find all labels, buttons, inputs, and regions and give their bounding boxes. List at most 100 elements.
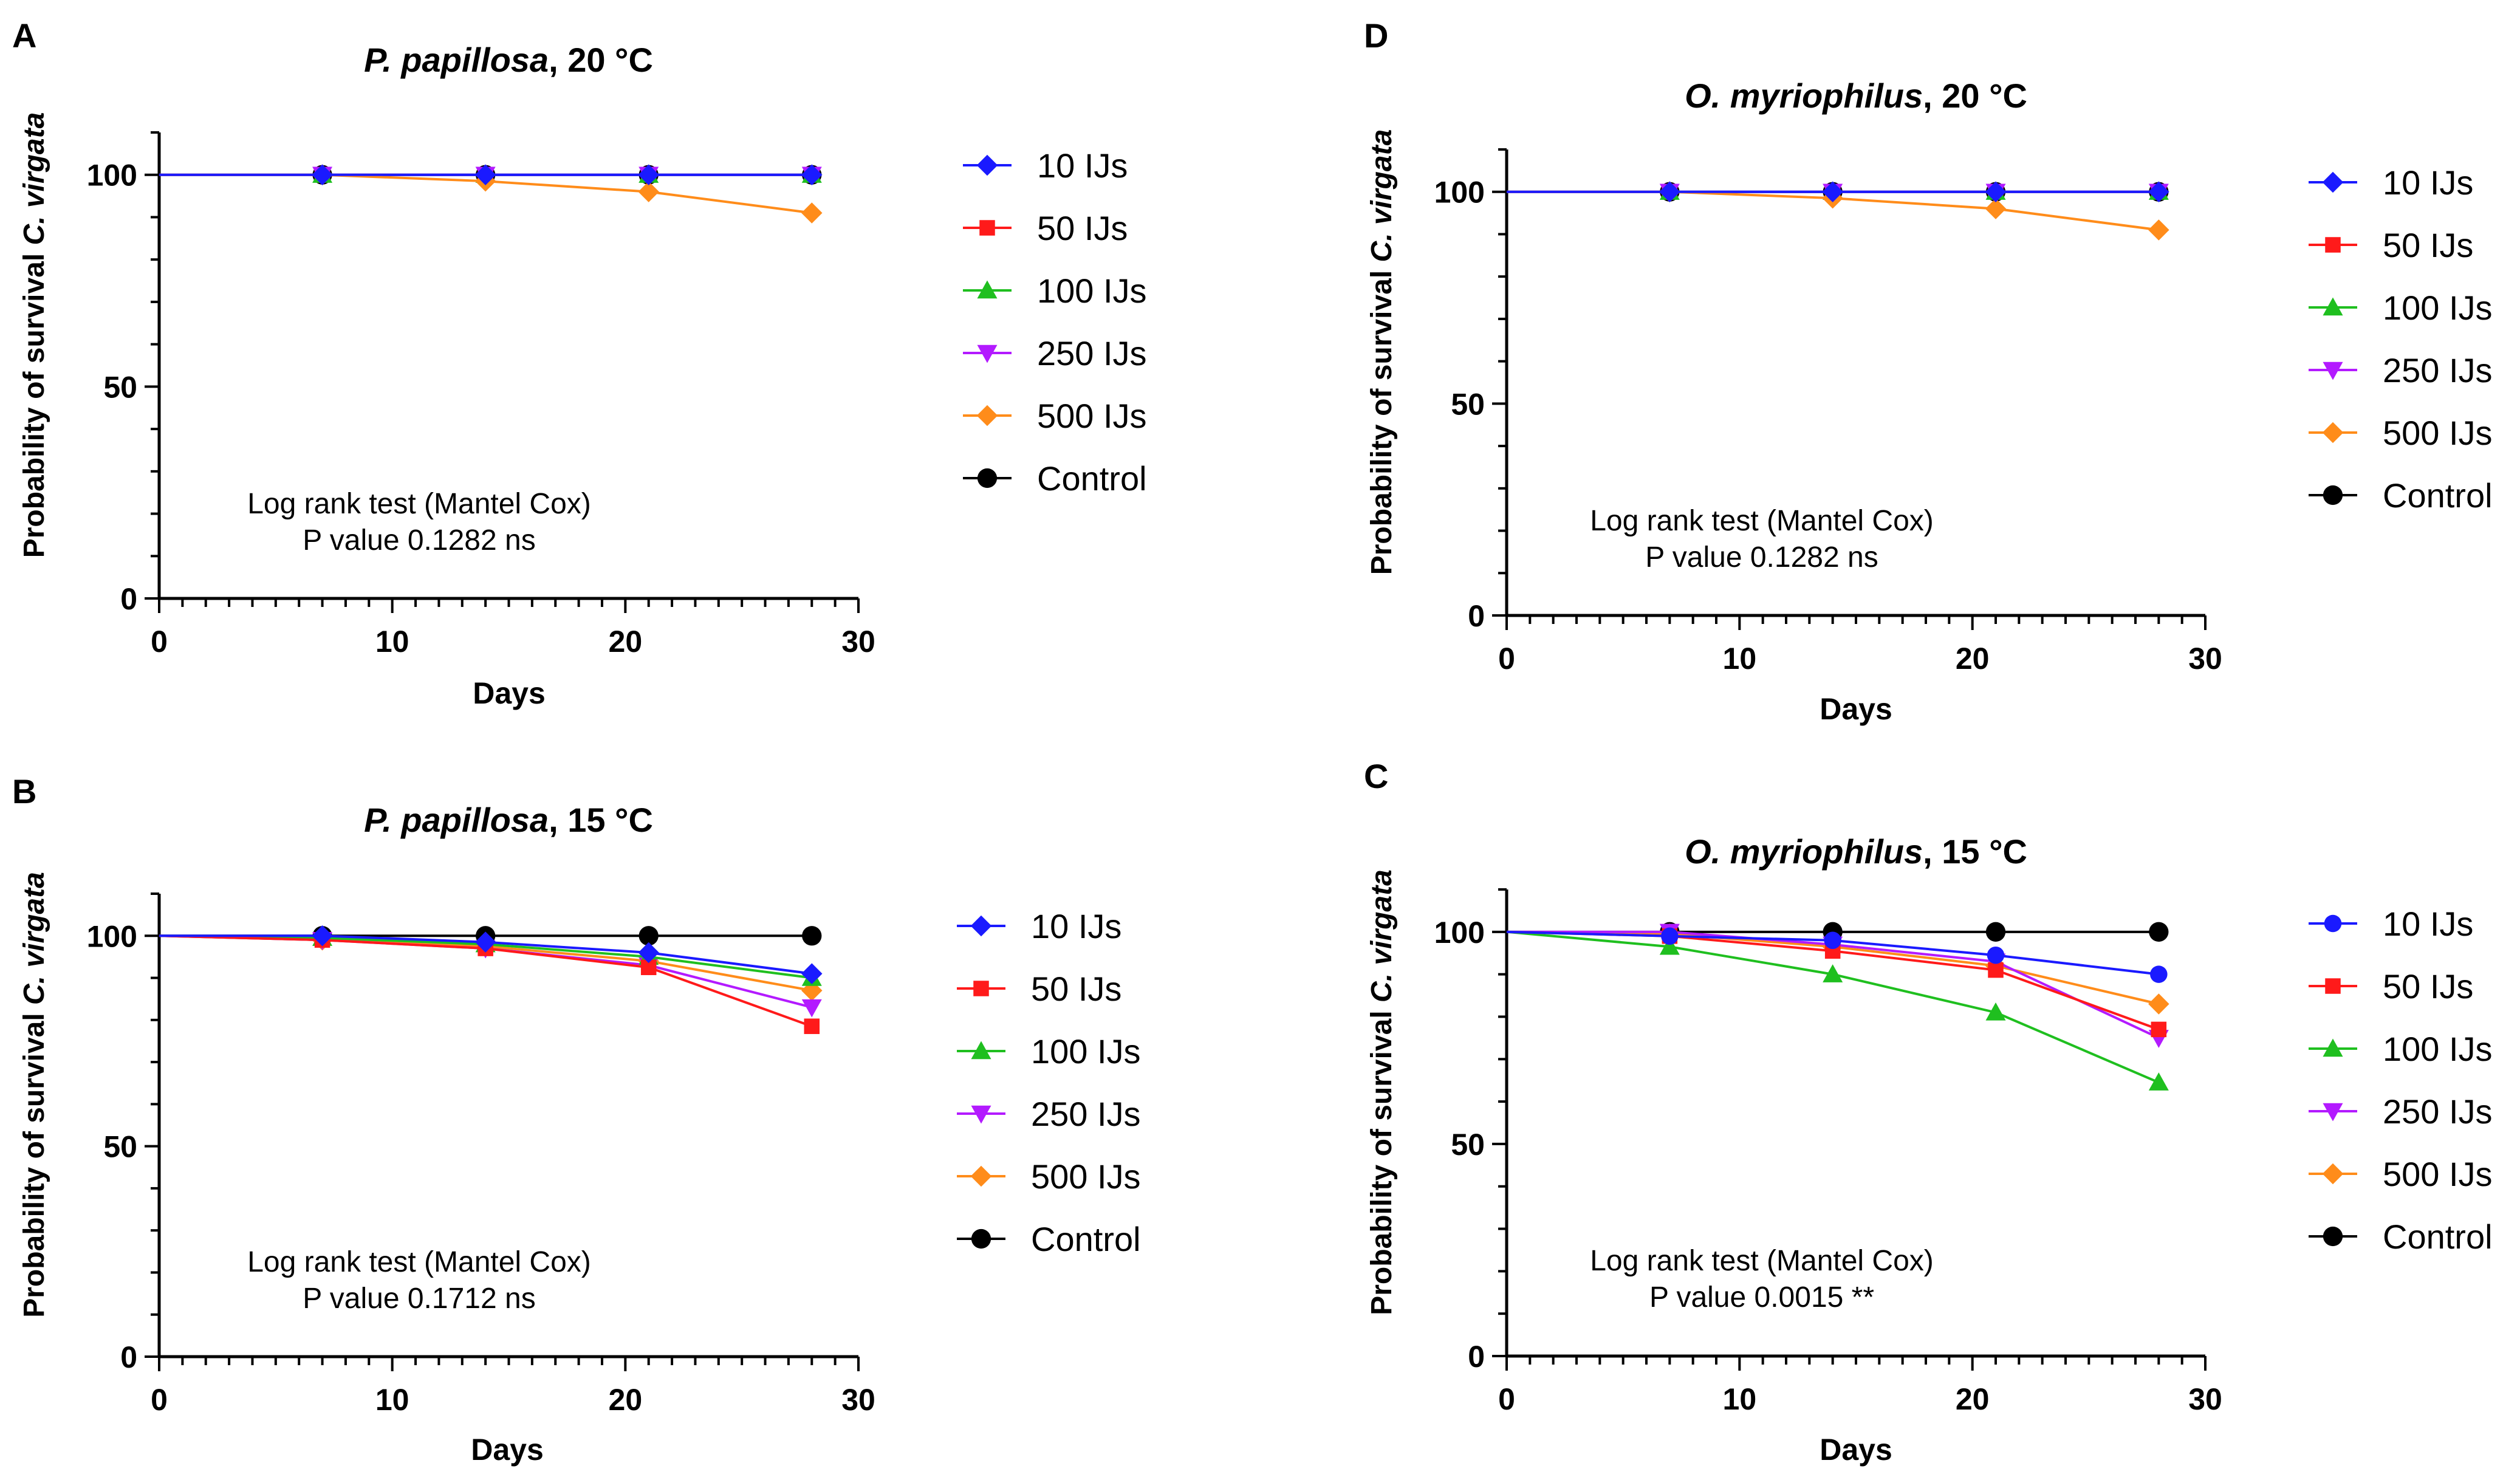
x-tick-label: 30: [841, 1383, 875, 1417]
y-tick-label: 0: [120, 1340, 137, 1374]
legend-label: 250 IJs: [1037, 334, 1147, 372]
legend-label: Control: [2383, 476, 2493, 515]
y-axis-label-prefix: Probability of survival: [1366, 1002, 1398, 1315]
y-tick-label: 100: [87, 159, 137, 193]
data-point-marker: [1659, 181, 1680, 202]
legend-marker: [2323, 361, 2343, 380]
chart-title: O. myriophilus, 20 °C: [1685, 77, 2027, 115]
data-point-marker: [1988, 962, 2004, 978]
stat-p-value: P value 0.1282 ns: [303, 524, 535, 557]
y-tick-label: 100: [1434, 176, 1485, 210]
stat-test-label: Log rank test (Mantel Cox): [247, 1246, 591, 1278]
stat-p-value: P value 0.0015 **: [1649, 1281, 1874, 1314]
legend: 10 IJs 50 IJs 100 IJs 250 IJs 500 IJs Control: [957, 907, 1141, 1258]
y-axis-label: Probability of survival C. virgata: [18, 112, 50, 558]
data-point-marker: [801, 999, 822, 1018]
y-axis-label-prefix: Probability of survival: [18, 245, 50, 558]
legend-marker: [970, 915, 992, 937]
legend-label: 250 IJs: [2383, 351, 2493, 389]
y-axis-label: Probability of survival C. virgata: [1366, 869, 1398, 1315]
legend-marker: [973, 981, 989, 996]
panel-d: D O. myriophilus, 20 °C 0 10 20 30 0 50 100 Days P…: [1364, 16, 2493, 726]
legend-label: 10 IJs: [1037, 146, 1128, 185]
data-point-marker: [1824, 931, 1841, 950]
legend-label: 10 IJs: [1031, 907, 1121, 945]
y-tick-label: 50: [103, 1130, 137, 1164]
title-species: P. papillosa: [364, 801, 549, 839]
stat-test-label: Log rank test (Mantel Cox): [247, 488, 591, 520]
y-tick-label: 100: [87, 919, 137, 953]
legend-marker: [2323, 1103, 2343, 1122]
title-temperature: , 20 °C: [1923, 77, 2027, 115]
title-species: O. myriophilus: [1685, 77, 1923, 115]
data-point-marker: [2148, 219, 2169, 241]
data-point-marker: [2151, 1021, 2167, 1038]
legend-label: 500 IJs: [1037, 397, 1147, 435]
data-point-marker: [1985, 922, 2006, 942]
legend-label: Control: [1037, 459, 1147, 498]
x-tick-label: 10: [1723, 642, 1757, 676]
x-axis-label: Days: [1820, 1433, 1892, 1467]
y-axis-label-prefix: Probability of survival: [1366, 262, 1398, 575]
title-temperature: , 20 °C: [549, 41, 653, 79]
x-tick-label: 0: [1498, 1382, 1515, 1416]
chart-title: P. papillosa, 20 °C: [364, 41, 653, 79]
x-tick-label: 0: [151, 625, 168, 659]
legend-marker: [2322, 171, 2344, 193]
legend-marker: [2323, 1226, 2343, 1247]
panel-letter: D: [1364, 16, 1388, 55]
legend-label: 10 IJs: [2383, 905, 2473, 943]
legend-marker: [2322, 1163, 2344, 1185]
legend-label: 250 IJs: [2383, 1092, 2493, 1131]
y-tick-label: 0: [1468, 599, 1485, 633]
chart-title: P. papillosa, 15 °C: [364, 801, 653, 839]
title-species: P. papillosa: [364, 41, 549, 79]
x-tick-label: 20: [1956, 642, 1990, 676]
legend-label: 10 IJs: [2383, 163, 2473, 202]
y-tick-label: 100: [1434, 916, 1485, 950]
legend-marker: [2324, 914, 2342, 933]
data-point-marker: [801, 202, 823, 224]
legend-marker: [2323, 1038, 2343, 1057]
series-10-ijs: [1507, 181, 2169, 202]
legend: 10 IJs 50 IJs 100 IJs 250 IJs 500 IJs Control: [2309, 905, 2493, 1256]
legend-marker: [979, 220, 995, 236]
legend-label: Control: [1031, 1220, 1141, 1258]
data-point-marker: [638, 164, 659, 185]
legend-label: 50 IJs: [2383, 226, 2473, 264]
legend-marker: [2325, 978, 2341, 994]
legend-marker: [970, 1165, 992, 1187]
data-point-marker: [638, 181, 659, 202]
y-tick-label: 0: [1468, 1340, 1485, 1374]
x-tick-label: 10: [375, 1383, 409, 1417]
legend: 10 IJs 50 IJs 100 IJs 250 IJs 500 IJs Control: [2309, 163, 2493, 515]
title-species: O. myriophilus: [1685, 832, 1923, 871]
panel-a: A P. papillosa, 20 °C 0 10 20 30 0 50 100 Days Pro…: [12, 16, 1147, 710]
legend-label: 100 IJs: [2383, 1030, 2493, 1068]
y-axis-label-species: C. virgata: [1366, 869, 1398, 1002]
data-point-marker: [1985, 1002, 2006, 1021]
stat-test-label: Log rank test (Mantel Cox): [1590, 505, 1934, 537]
data-point-marker: [2150, 965, 2168, 983]
stat-p-value: P value 0.1712 ns: [303, 1283, 535, 1315]
data-point-marker: [801, 963, 823, 984]
y-tick-label: 50: [1451, 387, 1485, 421]
legend-label: 50 IJs: [1031, 970, 1121, 1008]
legend-label: 100 IJs: [1037, 272, 1147, 310]
data-point-marker: [1822, 181, 1843, 202]
data-point-marker: [1659, 936, 1680, 955]
data-point-marker: [474, 164, 496, 185]
legend-label: 500 IJs: [2383, 414, 2493, 452]
y-tick-label: 0: [120, 582, 137, 616]
y-tick-label: 50: [1451, 1128, 1485, 1162]
legend-marker: [976, 405, 998, 427]
data-point-marker: [1823, 964, 1843, 982]
x-tick-label: 30: [841, 625, 875, 659]
stat-p-value: P value 0.1282 ns: [1645, 541, 1878, 574]
legend-marker: [2325, 237, 2341, 253]
legend-label: 250 IJs: [1031, 1095, 1141, 1133]
data-point-marker: [801, 164, 823, 185]
y-axis-label-species: C. virgata: [18, 872, 50, 1005]
y-axis-label-species: C. virgata: [1366, 129, 1398, 262]
